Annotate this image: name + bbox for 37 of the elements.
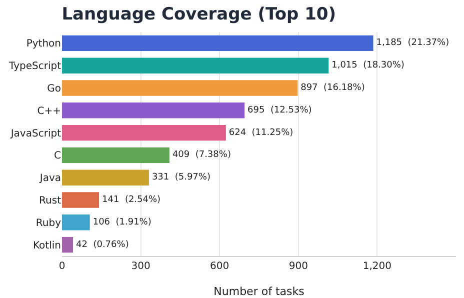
data-label: 897 (16.18%) xyxy=(300,83,365,93)
data-label: 106 (1.91%) xyxy=(92,217,152,228)
bar xyxy=(62,147,170,164)
data-label: 1,015 (18.30%) xyxy=(332,60,404,71)
bar xyxy=(62,214,90,230)
y-tick-label: JavaScript xyxy=(10,128,62,140)
data-label: 409 (7.38%) xyxy=(172,150,231,160)
bar xyxy=(62,80,298,96)
x-tick-label: 1,200 xyxy=(362,261,392,272)
y-tick-label: Kotlin xyxy=(33,240,61,252)
bar xyxy=(62,192,100,208)
y-tick-label: TypeScript xyxy=(8,61,62,72)
x-tick-label: 600 xyxy=(210,261,230,272)
x-tick-label: 300 xyxy=(131,261,150,272)
chart-title: Language Coverage (Top 10) xyxy=(62,4,336,24)
y-tick-label: C xyxy=(54,150,62,162)
y-tick-label: Python xyxy=(26,38,61,50)
data-label: 695 (12.53%) xyxy=(248,105,312,116)
data-label: 1,185 (21.37%) xyxy=(376,38,450,48)
bar xyxy=(62,124,226,141)
x-tick-label: 900 xyxy=(288,261,308,272)
data-label: 42 (0.76%) xyxy=(76,240,129,250)
y-tick-label: Ruby xyxy=(36,218,62,229)
y-tick-label: Java xyxy=(38,173,61,184)
bar xyxy=(62,170,149,186)
bar xyxy=(62,236,74,253)
x-axis-title: Number of tasks xyxy=(214,285,305,298)
y-tick-label: C++ xyxy=(37,106,61,117)
data-label: 331 (5.97%) xyxy=(152,172,210,183)
data-label: 624 (11.25%) xyxy=(228,128,294,138)
bar xyxy=(62,35,374,52)
bar xyxy=(62,58,329,74)
bar xyxy=(62,102,245,118)
y-tick-label: Go xyxy=(47,84,61,94)
data-label: 141 (2.54%) xyxy=(102,195,161,205)
x-tick-label: 0 xyxy=(58,261,66,272)
y-tick-label: Rust xyxy=(39,196,62,206)
